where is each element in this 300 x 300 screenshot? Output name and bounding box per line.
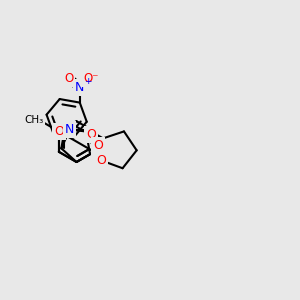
Text: O: O (54, 125, 64, 138)
Text: CH₃: CH₃ (24, 115, 43, 125)
Text: O: O (96, 154, 106, 167)
Text: O: O (86, 128, 96, 141)
Text: N: N (65, 123, 74, 136)
Text: O⁻: O⁻ (83, 72, 99, 85)
Text: N: N (75, 81, 85, 94)
Text: +: + (84, 77, 92, 86)
Text: O: O (93, 140, 103, 152)
Text: O: O (64, 72, 73, 85)
